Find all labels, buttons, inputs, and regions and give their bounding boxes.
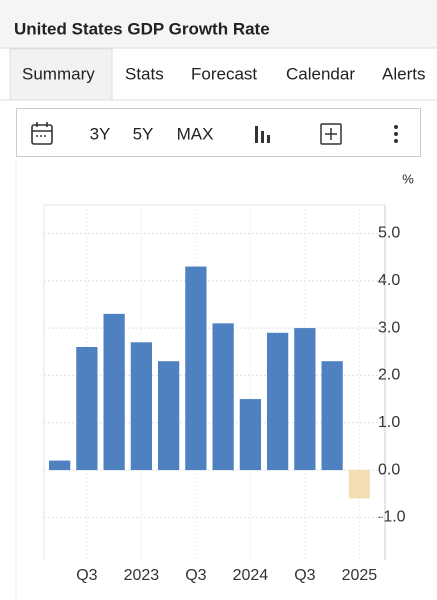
x-tick-label: 2023 (124, 567, 160, 584)
tab[interactable]: Forecast (191, 64, 257, 83)
range-button[interactable]: 5Y (133, 124, 154, 143)
tab[interactable]: Calendar (286, 64, 355, 83)
y-tick-label: 3.0 (378, 319, 400, 336)
bar (294, 328, 316, 471)
toolbar (16, 108, 421, 157)
bar (130, 342, 153, 471)
bar (103, 313, 125, 471)
bar (348, 470, 371, 499)
bar (239, 399, 262, 471)
bar (212, 323, 234, 471)
x-tick-label: Q3 (294, 567, 315, 584)
x-tick-label: Q3 (185, 567, 206, 584)
tab[interactable]: Stats (125, 64, 164, 83)
x-tick-label: Q3 (76, 567, 97, 584)
y-tick-label: 5.0 (378, 225, 400, 242)
compare-icon[interactable] (320, 123, 342, 145)
y-tick-label: 2.0 (378, 367, 400, 384)
y-tick-label: 1.0 (378, 414, 400, 431)
y-tick-label: 4.0 (378, 272, 400, 289)
calendar-icon[interactable] (31, 122, 53, 145)
x-tick-label: 2024 (233, 567, 269, 584)
y-axis-label: % (402, 171, 414, 186)
bar (76, 347, 98, 471)
bar (185, 266, 207, 471)
tab[interactable]: Summary (22, 64, 95, 83)
tab[interactable]: Alerts (382, 64, 425, 83)
bar (157, 361, 180, 471)
range-button[interactable]: 3Y (90, 124, 111, 143)
page-title: United States GDP Growth Rate (14, 19, 270, 38)
bar (321, 361, 343, 471)
active-tab-bg (9, 48, 113, 101)
y-tick-label: 0.0 (378, 461, 400, 478)
x-tick-label: 2025 (342, 567, 378, 584)
range-button[interactable]: MAX (177, 124, 214, 143)
bar (266, 332, 289, 471)
header-bar (0, 0, 437, 48)
bar (48, 460, 71, 471)
y-tick-label: -1.0 (378, 509, 406, 526)
chart-type-icon[interactable] (255, 126, 270, 143)
more-icon[interactable] (394, 125, 398, 143)
